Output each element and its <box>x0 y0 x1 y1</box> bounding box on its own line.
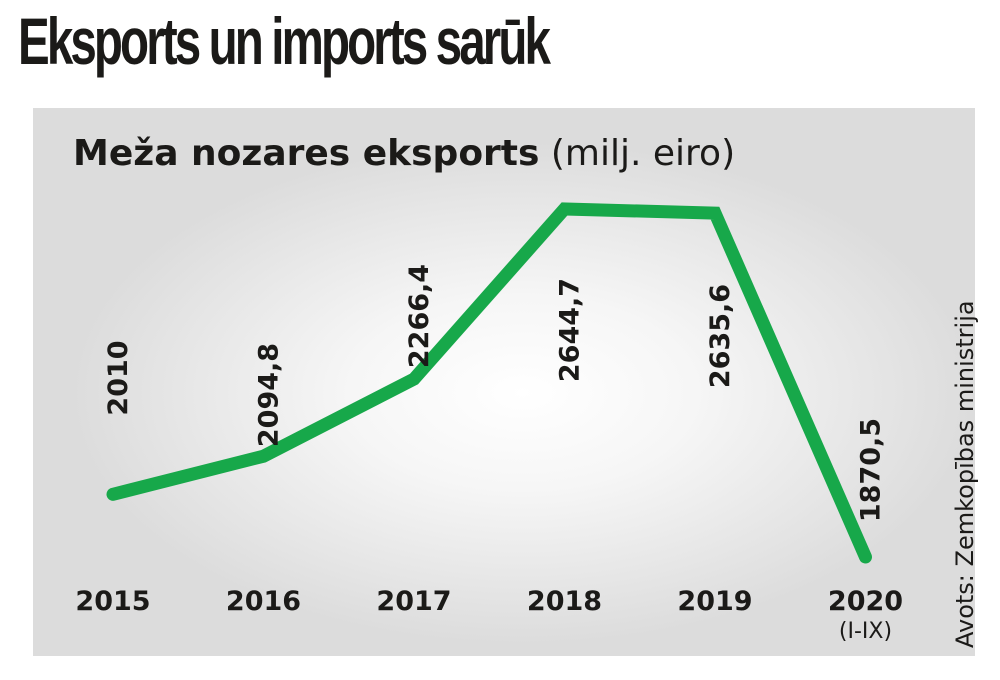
x-tick-label: 2015 <box>75 586 150 617</box>
main-title: Eksports un imports sarūk <box>18 4 551 78</box>
x-tick-note: (I-IX) <box>839 619 892 644</box>
chart-unit: (milj. eiro) <box>550 133 736 174</box>
chart-panel: Meža nozares eksports (milj. eiro) 2010 2… <box>33 108 979 656</box>
x-tick-label: 2020 <box>828 586 903 617</box>
data-label: 2635,6 <box>705 284 736 388</box>
source-note: Avots: Zemkopības ministrija <box>951 300 979 648</box>
series-line <box>106 202 872 564</box>
data-label: 2094,8 <box>254 343 285 447</box>
data-label: 2266,4 <box>404 264 435 368</box>
chart-title-block: Meža nozares eksports (milj. eiro) <box>73 136 735 172</box>
data-label: 1870,5 <box>856 418 887 522</box>
data-label: 2644,7 <box>555 278 586 382</box>
data-label: 2010 <box>103 340 134 415</box>
line-chart: 2010 2094,8 2266,4 2644,7 2635,6 1870,5 2015 20… <box>75 202 903 644</box>
x-tick-label: 2019 <box>677 586 752 617</box>
chart-title: Meža nozares eksports <box>73 133 540 174</box>
x-tick-label: 2018 <box>527 586 602 617</box>
x-tick-label: 2016 <box>226 586 301 617</box>
x-tick-label: 2017 <box>376 586 451 617</box>
